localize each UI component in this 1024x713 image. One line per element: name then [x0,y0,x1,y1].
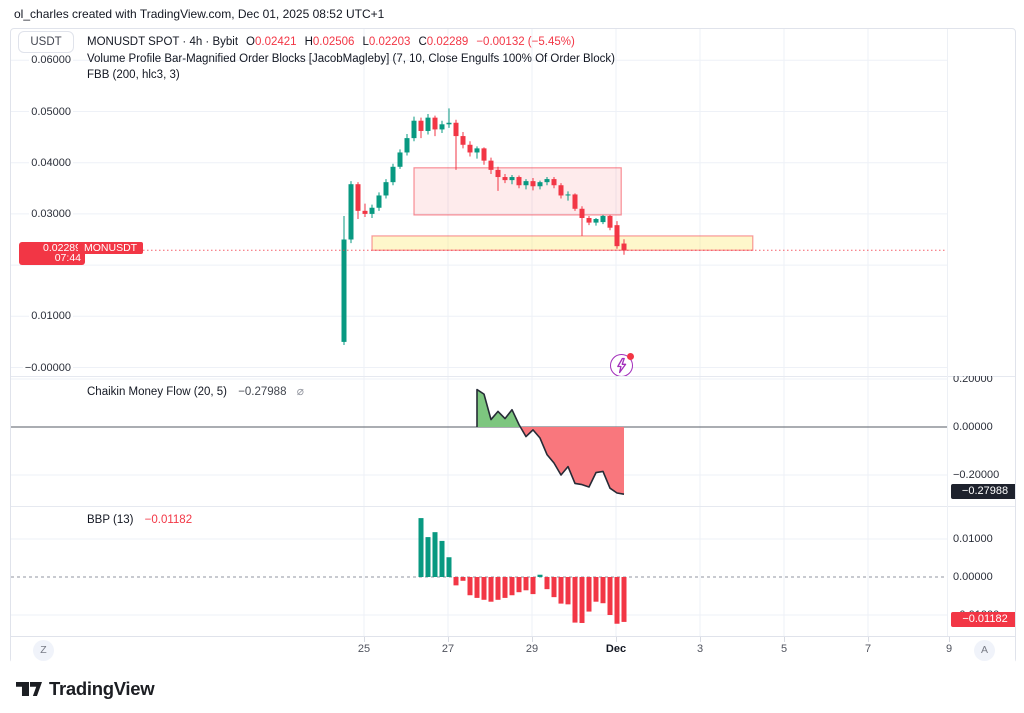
price-badge-countdown: 07:44 [23,253,81,263]
time-axis-tick [949,637,950,642]
cmf-scale-label: 0.20000 [953,376,993,385]
price-scale-label: 0.03000 [11,208,73,220]
tradingview-logo-icon [16,682,42,696]
flash-events-icon[interactable] [610,354,633,376]
time-axis-label: 29 [526,643,538,655]
bbp-scale-label: 0.01000 [953,533,993,545]
close-value: 0.02289 [427,36,469,48]
cmf-title[interactable]: Chaikin Money Flow (20, 5) [87,386,227,398]
symbol-title[interactable]: MONUSDT SPOT · 4h · Bybit [87,36,238,48]
price-badge: 0.02289 07:44 [19,242,85,265]
bbp-scale-label: 0.00000 [953,571,993,583]
main-price-pane: USDT 0.06000 0.05000 0.04000 0.03000 0.01000… [11,29,1015,376]
time-axis-label: 9 [946,643,952,655]
cmf-scale-label: 0.00000 [953,421,993,433]
close-label: C [418,36,426,48]
attribution-text: ol_charles created with TradingView.com,… [14,7,384,21]
change-value: −0.00132 (−5.45%) [476,36,574,48]
notification-dot [627,353,634,360]
high-value: 0.02506 [313,36,355,48]
empty-circle-icon: ⌀ [297,384,304,398]
time-axis-tick [868,637,869,642]
pane-separator[interactable] [11,506,1015,507]
low-value: 0.02203 [369,36,411,48]
cmf-title-row: Chaikin Money Flow (20, 5) −0.27988 ⌀ [87,384,304,398]
open-value: 0.02421 [255,36,297,48]
auto-scale-button[interactable]: A [974,640,995,661]
support-zone-box [372,236,753,250]
time-axis-label: 3 [697,643,703,655]
time-axis-label: 5 [781,643,787,655]
indicator-title-order-blocks[interactable]: Volume Profile Bar-Magnified Order Block… [87,51,615,68]
high-label: H [305,36,313,48]
cmf-last-value-badge: −0.27988 [951,484,1015,499]
price-scale-label: 0.01000 [11,310,73,322]
cmf-scale-label: −0.20000 [953,469,999,481]
open-label: O [246,36,255,48]
bbp-value: −0.01182 [145,514,192,526]
tradingview-logo-text: TradingView [49,678,154,700]
right-scale-border [947,29,948,636]
time-axis-tick [784,637,785,642]
tradingview-screenshot: ol_charles created with TradingView.com,… [0,0,1024,713]
time-axis-tick [448,637,449,642]
symbol-tag: MONUSDT [78,242,143,254]
time-axis-tick [532,637,533,642]
time-axis-tick [616,637,617,642]
bbp-title[interactable]: BBP (13) [87,514,133,526]
timezone-button[interactable]: Z [33,640,54,661]
order-block-box [414,168,621,215]
cmf-value: −0.27988 [238,386,286,398]
indicator-title-fbb[interactable]: FBB (200, hlc3, 3) [87,67,615,84]
price-scale-label: 0.06000 [11,54,73,66]
price-scale-label: 0.04000 [11,157,73,169]
bbp-indicator-pane: BBP (13) −0.01182 0.010000.00000−0.01000… [11,506,1015,636]
time-axis-label: 7 [865,643,871,655]
time-axis-label: Dec [606,643,626,655]
pane-separator[interactable] [11,376,1015,377]
chart-legend: MONUSDT SPOT · 4h · Bybit O0.02421 H0.0250… [87,34,615,84]
currency-toggle-button[interactable]: USDT [18,31,74,53]
legend-symbol-row: MONUSDT SPOT · 4h · Bybit O0.02421 H0.0250… [87,34,615,51]
time-axis-label: 27 [442,643,454,655]
bbp-title-row: BBP (13) −0.01182 [87,514,192,526]
tradingview-logo[interactable]: TradingView [16,675,154,703]
price-scale-label: −0.00000 [11,362,73,374]
bbp-last-value-badge: −0.01182 [951,612,1015,627]
time-axis-label: 25 [358,643,370,655]
price-scale-label: 0.05000 [11,106,73,118]
time-axis-tick [364,637,365,642]
chart-widget: USDT 0.06000 0.05000 0.04000 0.03000 0.01000… [10,28,1016,663]
time-axis-tick [700,637,701,642]
time-axis[interactable]: Z 25 27 29 Dec 3 5 7 9 A [11,636,1015,663]
cmf-indicator-pane: Chaikin Money Flow (20, 5) −0.27988 ⌀ 0.… [11,376,1015,506]
